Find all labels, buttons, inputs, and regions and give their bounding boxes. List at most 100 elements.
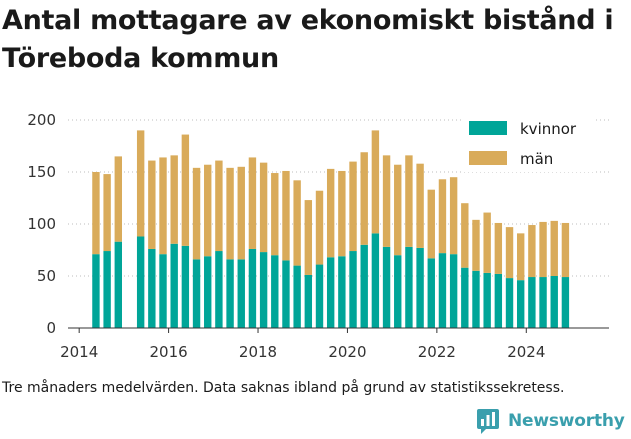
x-axis-ticks: 2014 2016 2018 2020 2022 2024 (60, 328, 545, 361)
bar-segment-man (148, 160, 156, 249)
bar-segment-man (170, 155, 178, 244)
bar-segment-man (371, 130, 380, 234)
bar-segment-kvinnor (371, 233, 380, 328)
x-tick-label: 2022 (418, 343, 456, 361)
bar-segment-man (304, 200, 313, 275)
chart-title: Antal mottagare av ekonomiskt bistånd i … (2, 5, 614, 74)
bar-segment-man (449, 177, 458, 255)
bar-segment-kvinnor (382, 246, 391, 328)
y-tick-label: 100 (27, 215, 56, 233)
bar-segment-kvinnor (304, 274, 313, 328)
bar-segment-kvinnor (103, 251, 111, 328)
bar-segment-man (136, 130, 145, 237)
bar-segment-man (405, 155, 413, 247)
bar-segment-man (416, 163, 424, 248)
bar-segment-kvinnor (136, 236, 145, 328)
bar-segment-man (494, 222, 503, 274)
bar-segment-kvinnor (114, 241, 122, 328)
legend: kvinnor män (462, 110, 596, 172)
bar-segment-man (505, 227, 514, 279)
bar-segment-man (349, 161, 357, 252)
bar-segment-kvinnor (204, 256, 212, 328)
bar-segment-man (550, 220, 558, 276)
bar-segment-man (114, 156, 122, 242)
bar-segment-man (427, 189, 435, 259)
bar-segment-kvinnor (326, 257, 335, 328)
bar-segment-kvinnor (438, 253, 447, 328)
bar-segment-man (461, 203, 469, 268)
bar-segment-kvinnor (92, 254, 100, 328)
bar-segment-kvinnor (539, 277, 547, 328)
legend-label: män (520, 150, 553, 168)
chart-caption: Tre månaders medelvärden. Data saknas ib… (2, 380, 565, 396)
bar-segment-man (528, 225, 536, 278)
bar-segment-man (394, 164, 402, 256)
bar-segment-man (293, 180, 301, 266)
bar-segment-kvinnor (315, 264, 324, 328)
bar-segment-kvinnor (215, 251, 223, 328)
bar-segment-man (472, 219, 480, 271)
y-tick-label: 0 (46, 319, 56, 337)
bar-segment-man (360, 152, 368, 245)
bar-segment-man (248, 157, 257, 249)
bar-segment-man (561, 222, 570, 278)
x-tick-label: 2024 (507, 343, 545, 361)
x-tick-label: 2016 (150, 343, 188, 361)
brand-logo[interactable]: Newsworthy (476, 406, 625, 436)
bar-segment-kvinnor (505, 278, 514, 328)
bar-segment-kvinnor (494, 273, 503, 328)
bar-segment-man (237, 166, 245, 260)
bar-segment-man (539, 221, 547, 278)
bar-segment-kvinnor (293, 265, 301, 328)
bar-segment-kvinnor (550, 276, 558, 328)
x-tick-label: 2018 (239, 343, 277, 361)
bar-segment-man (483, 212, 491, 273)
x-tick-label: 2014 (60, 343, 98, 361)
legend-swatch (469, 151, 507, 165)
bar-segment-kvinnor (338, 256, 346, 328)
bar-segment-kvinnor (561, 277, 570, 328)
bar-segment-kvinnor (181, 245, 190, 328)
stacked-bar-chart: 0 50 100 150 200 2014 2016 2018 2020 2022 2024 kv… (27, 110, 609, 361)
bar-segment-kvinnor (248, 248, 257, 328)
bar-segment-man (271, 173, 279, 256)
y-tick-label: 200 (27, 111, 56, 129)
bar-segment-man (103, 174, 111, 252)
bar-segment-kvinnor (360, 244, 368, 328)
y-tick-label: 50 (37, 267, 56, 285)
bar-segment-man (92, 172, 100, 255)
bar-segment-kvinnor (461, 267, 469, 328)
bar-segment-man (181, 134, 190, 246)
bar-segment-man (382, 155, 391, 247)
bar-segment-kvinnor (259, 252, 268, 328)
bar-segment-man (516, 233, 525, 281)
bar-segment-kvinnor (148, 248, 156, 328)
bar-segment-kvinnor (237, 259, 245, 328)
bar-segment-man (226, 167, 234, 260)
newsworthy-logo-icon (477, 409, 499, 434)
bar-segment-man (192, 167, 201, 260)
legend-label: kvinnor (520, 120, 577, 138)
bar-segment-kvinnor (226, 259, 234, 328)
bar-segment-kvinnor (449, 254, 458, 328)
bar-segment-man (282, 170, 290, 261)
bar-segment-kvinnor (159, 254, 167, 328)
bar-segment-kvinnor (427, 258, 435, 328)
y-tick-label: 150 (27, 163, 56, 181)
bar-segment-kvinnor (282, 260, 290, 328)
bar-segment-kvinnor (349, 251, 357, 328)
x-tick-label: 2020 (328, 343, 366, 361)
bar-segment-kvinnor (170, 243, 178, 328)
bar-segment-kvinnor (528, 277, 536, 328)
bar-segment-man (326, 168, 335, 258)
bar-segment-man (315, 190, 324, 265)
legend-swatch (469, 121, 507, 135)
bar-segment-man (215, 160, 223, 252)
y-axis-ticks: 0 50 100 150 200 (27, 111, 56, 337)
bar-segment-kvinnor (516, 280, 525, 328)
bar-segment-man (338, 170, 346, 257)
bar-segment-man (204, 164, 212, 257)
brand-name: Newsworthy (508, 411, 625, 431)
bar-segment-man (259, 162, 268, 253)
bar-segment-kvinnor (472, 270, 480, 328)
